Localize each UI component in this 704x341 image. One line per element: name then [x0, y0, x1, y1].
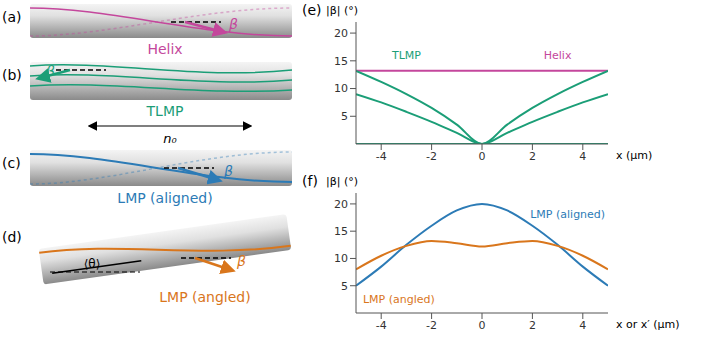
svg-text:10: 10: [334, 252, 348, 265]
svg-text:4: 4: [579, 319, 586, 332]
svg-text:β: β: [236, 253, 246, 269]
svg-text:(a): (a): [2, 9, 22, 25]
svg-text:20: 20: [334, 198, 348, 211]
svg-text:2: 2: [529, 150, 536, 163]
svg-text:TLMP: TLMP: [391, 49, 421, 62]
svg-text:|β| (°): |β| (°): [326, 4, 358, 17]
svg-text:β: β: [223, 163, 233, 179]
svg-text:LMP (angled): LMP (angled): [363, 293, 435, 306]
svg-text:LMP (aligned): LMP (aligned): [530, 208, 605, 221]
svg-text:Helix: Helix: [544, 49, 572, 62]
svg-text:x or x′ (μm): x or x′ (μm): [616, 318, 680, 331]
html-text:(f): (f): [302, 173, 318, 189]
html-text:(e): (e): [302, 2, 322, 18]
svg-text:(b): (b): [2, 67, 22, 83]
svg-text:(c): (c): [2, 155, 21, 171]
svg-text:5: 5: [341, 280, 348, 293]
svg-text:Helix: Helix: [147, 41, 182, 57]
svg-text:-2: -2: [426, 319, 437, 332]
svg-text:β: β: [228, 16, 238, 32]
svg-text:4: 4: [579, 150, 586, 163]
svg-text:-4: -4: [376, 319, 387, 332]
svg-text:⟨θ⟩: ⟨θ⟩: [84, 257, 101, 271]
svg-text:n₀: n₀: [163, 131, 177, 146]
svg-text:5: 5: [341, 110, 348, 123]
svg-text:20: 20: [334, 27, 348, 40]
svg-text:LMP (aligned): LMP (aligned): [117, 190, 212, 206]
svg-text:TLMP: TLMP: [146, 103, 184, 119]
svg-text:x (μm): x (μm): [616, 149, 652, 162]
svg-text:10: 10: [334, 82, 348, 95]
svg-text:|β| (°): |β| (°): [326, 175, 358, 188]
svg-text:15: 15: [334, 55, 348, 68]
svg-text:β: β: [45, 63, 55, 79]
svg-text:0: 0: [479, 319, 486, 332]
svg-text:(d): (d): [2, 229, 22, 245]
svg-text:15: 15: [334, 225, 348, 238]
svg-text:LMP (angled): LMP (angled): [159, 289, 250, 305]
svg-text:-2: -2: [426, 150, 437, 163]
svg-text:2: 2: [529, 319, 536, 332]
svg-text:-4: -4: [376, 150, 387, 163]
svg-text:0: 0: [479, 150, 486, 163]
